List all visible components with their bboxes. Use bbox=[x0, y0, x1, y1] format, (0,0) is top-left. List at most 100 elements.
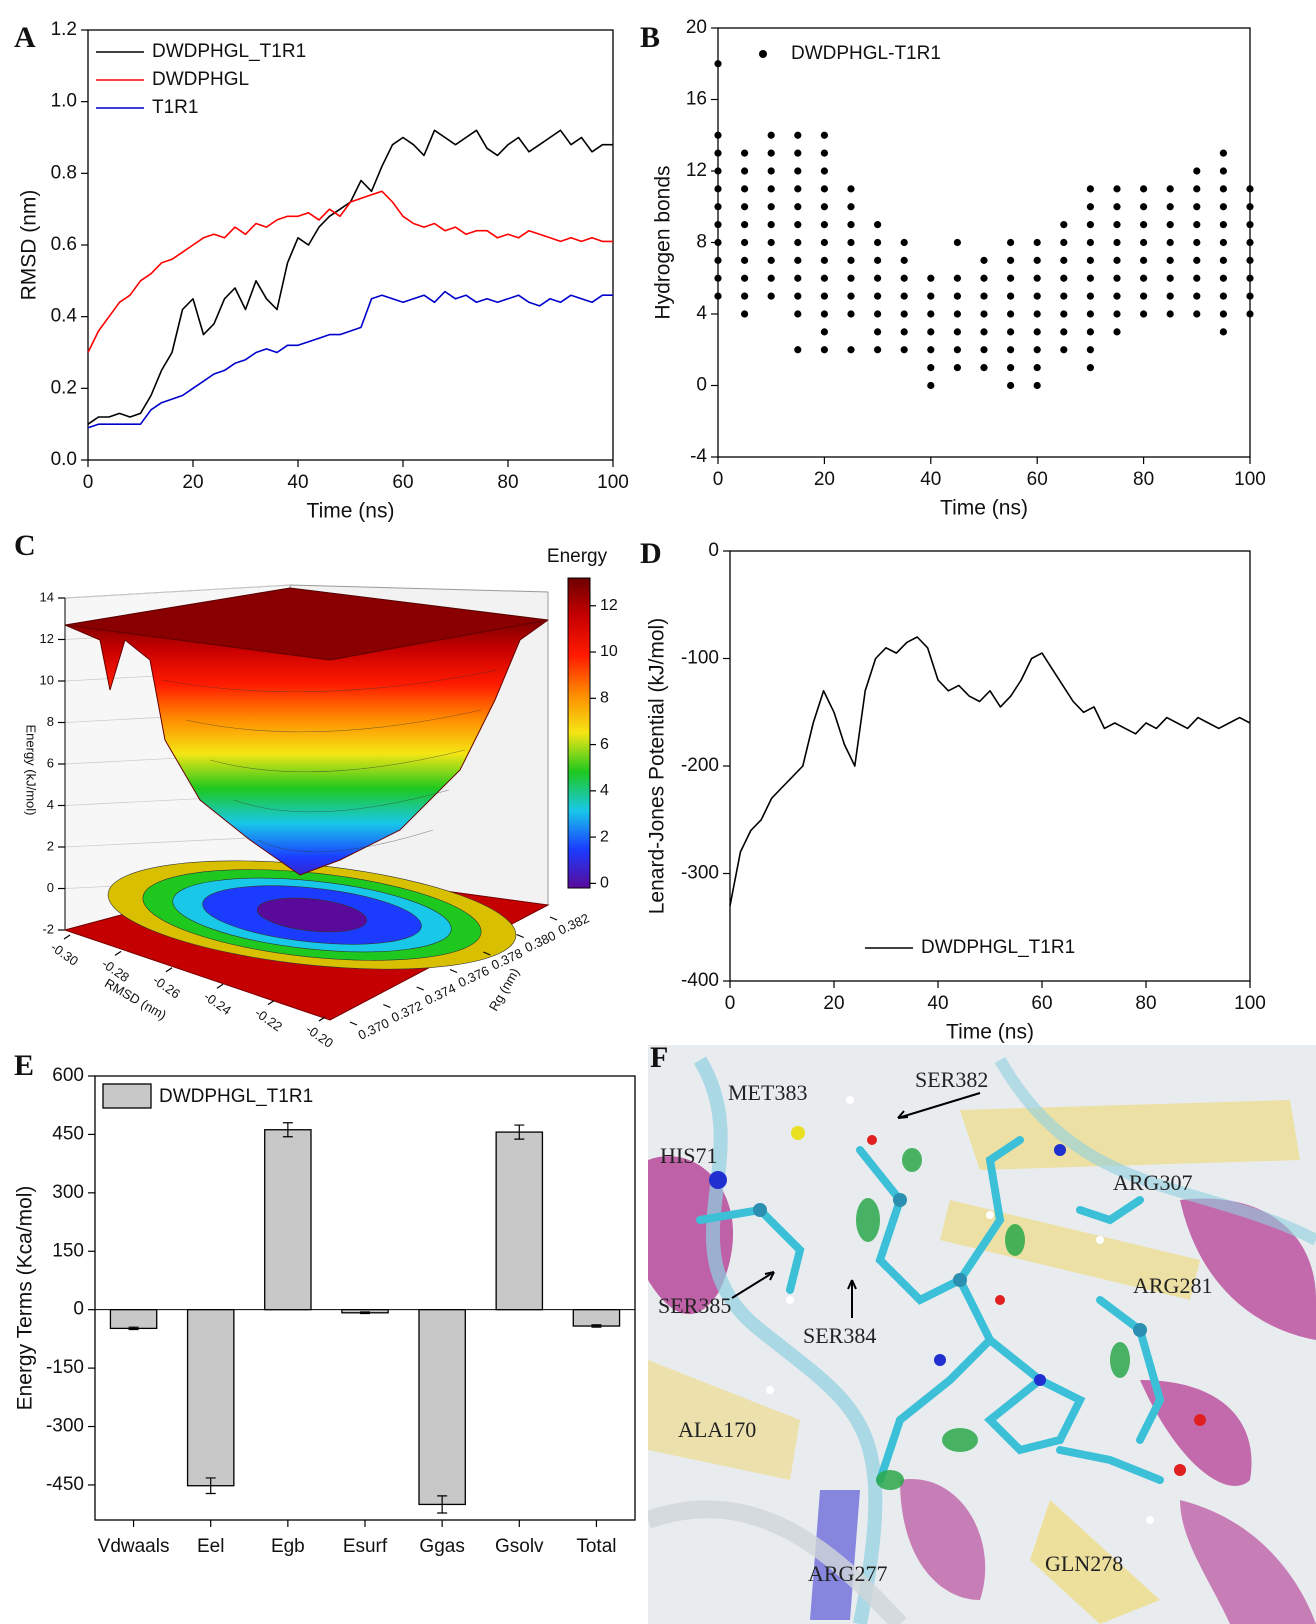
panel-letter: A bbox=[14, 21, 36, 54]
data-point bbox=[820, 238, 829, 247]
y-tick-label: 450 bbox=[52, 1123, 84, 1144]
data-point bbox=[820, 256, 829, 264]
data-point bbox=[1140, 238, 1148, 247]
data-point bbox=[767, 221, 775, 229]
x-tick bbox=[318, 1016, 326, 1022]
data-point bbox=[1007, 346, 1015, 354]
colorbar-tick-label: 8 bbox=[600, 690, 609, 707]
x-tick-label: -0.30 bbox=[48, 939, 81, 968]
y-tick-label: 0 bbox=[696, 375, 707, 396]
data-point bbox=[1033, 238, 1041, 247]
data-point bbox=[1166, 203, 1174, 211]
colorbar-tick-label: 2 bbox=[600, 828, 609, 845]
data-point bbox=[1166, 274, 1174, 282]
x-tick-label: 100 bbox=[1234, 469, 1266, 490]
data-point bbox=[714, 203, 722, 211]
data-point bbox=[1113, 292, 1121, 300]
data-point bbox=[1246, 185, 1254, 193]
data-point bbox=[714, 149, 722, 157]
data-point bbox=[1219, 167, 1227, 175]
data-point bbox=[1060, 238, 1068, 247]
data-point bbox=[874, 346, 882, 354]
y-tick bbox=[383, 1003, 391, 1009]
data-point bbox=[741, 256, 749, 264]
residue-label: SER385 bbox=[658, 1293, 731, 1318]
y-tick-label: 0.6 bbox=[51, 234, 77, 255]
data-point bbox=[1166, 256, 1174, 264]
data-point bbox=[1060, 274, 1068, 282]
data-point bbox=[794, 346, 802, 354]
colorbar-tick-label: 6 bbox=[600, 736, 609, 753]
y-tick-label: 1.0 bbox=[51, 91, 77, 112]
error-bar bbox=[514, 1124, 525, 1140]
residue-label: ARG277 bbox=[808, 1561, 887, 1586]
data-point bbox=[1086, 221, 1094, 229]
data-point bbox=[1193, 238, 1201, 247]
y-tick-label: -300 bbox=[46, 1416, 84, 1437]
panel-letter: B bbox=[640, 21, 660, 54]
x-tick-label: -0.24 bbox=[201, 989, 234, 1018]
data-point bbox=[1166, 221, 1174, 229]
data-point bbox=[1246, 203, 1254, 211]
data-point bbox=[874, 328, 882, 336]
residue-label: ALA170 bbox=[678, 1417, 756, 1442]
x-tick-label: Egb bbox=[271, 1536, 305, 1557]
x-tick-label: Vdwaals bbox=[98, 1536, 170, 1557]
surface-contour bbox=[233, 789, 450, 813]
data-point bbox=[874, 256, 882, 264]
x-axis-title: Time (ns) bbox=[940, 497, 1028, 520]
data-point bbox=[1113, 221, 1121, 229]
data-point bbox=[794, 310, 802, 318]
data-point bbox=[1007, 364, 1015, 372]
data-point bbox=[820, 167, 829, 175]
y-tick-label: 0.374 bbox=[422, 980, 458, 1007]
error-bar bbox=[128, 1326, 139, 1331]
z-tick-label: 10 bbox=[40, 672, 54, 687]
data-point bbox=[1007, 274, 1015, 282]
colorbar-tick-label: 12 bbox=[600, 597, 618, 614]
data-point bbox=[874, 238, 882, 247]
data-point bbox=[1060, 221, 1068, 229]
data-point bbox=[953, 274, 962, 282]
data-point bbox=[767, 185, 775, 193]
data-point bbox=[1033, 310, 1041, 318]
colorbar-tick-label: 0 bbox=[600, 875, 609, 892]
z-tick-label: 12 bbox=[40, 631, 54, 646]
y-tick-label: 0 bbox=[73, 1299, 84, 1320]
panel-letter: C bbox=[14, 529, 36, 562]
data-point bbox=[900, 346, 908, 354]
y-tick-label: 0.372 bbox=[389, 998, 425, 1025]
data-point bbox=[820, 328, 829, 336]
x-axis-title: Time (ns) bbox=[946, 1021, 1034, 1044]
legend-label: T1R1 bbox=[152, 97, 198, 118]
data-point bbox=[1219, 238, 1227, 247]
residue-label: HIS71 bbox=[660, 1143, 717, 1168]
data-point bbox=[847, 310, 855, 318]
y-tick-label: -100 bbox=[681, 648, 719, 669]
y-tick-label: -150 bbox=[46, 1357, 84, 1378]
data-point bbox=[767, 203, 775, 211]
data-point bbox=[1193, 274, 1201, 282]
data-point bbox=[767, 167, 775, 175]
z-tick-label: 6 bbox=[47, 755, 54, 770]
data-point bbox=[1246, 274, 1254, 282]
bar bbox=[572, 1309, 621, 1327]
x-tick-label: 20 bbox=[182, 472, 203, 493]
data-point bbox=[1219, 185, 1227, 193]
data-point bbox=[1086, 328, 1094, 336]
y-tick-label: -200 bbox=[681, 755, 719, 776]
x-tick-label: 0 bbox=[83, 472, 94, 493]
x-tick bbox=[63, 934, 71, 940]
y-axis-title: Energy Terms (Kca/mol) bbox=[14, 1186, 37, 1411]
surface-contour bbox=[161, 669, 498, 693]
z-axis-title: Energy (kJ/mol) bbox=[24, 724, 39, 815]
data-point bbox=[1007, 238, 1015, 247]
residue-label: ARG307 bbox=[1113, 1170, 1192, 1195]
data-point bbox=[900, 274, 908, 282]
data-point bbox=[900, 310, 908, 318]
residue-label: GLN278 bbox=[1045, 1551, 1123, 1576]
data-point bbox=[953, 346, 962, 354]
data-point bbox=[900, 256, 908, 264]
data-point bbox=[741, 292, 749, 300]
